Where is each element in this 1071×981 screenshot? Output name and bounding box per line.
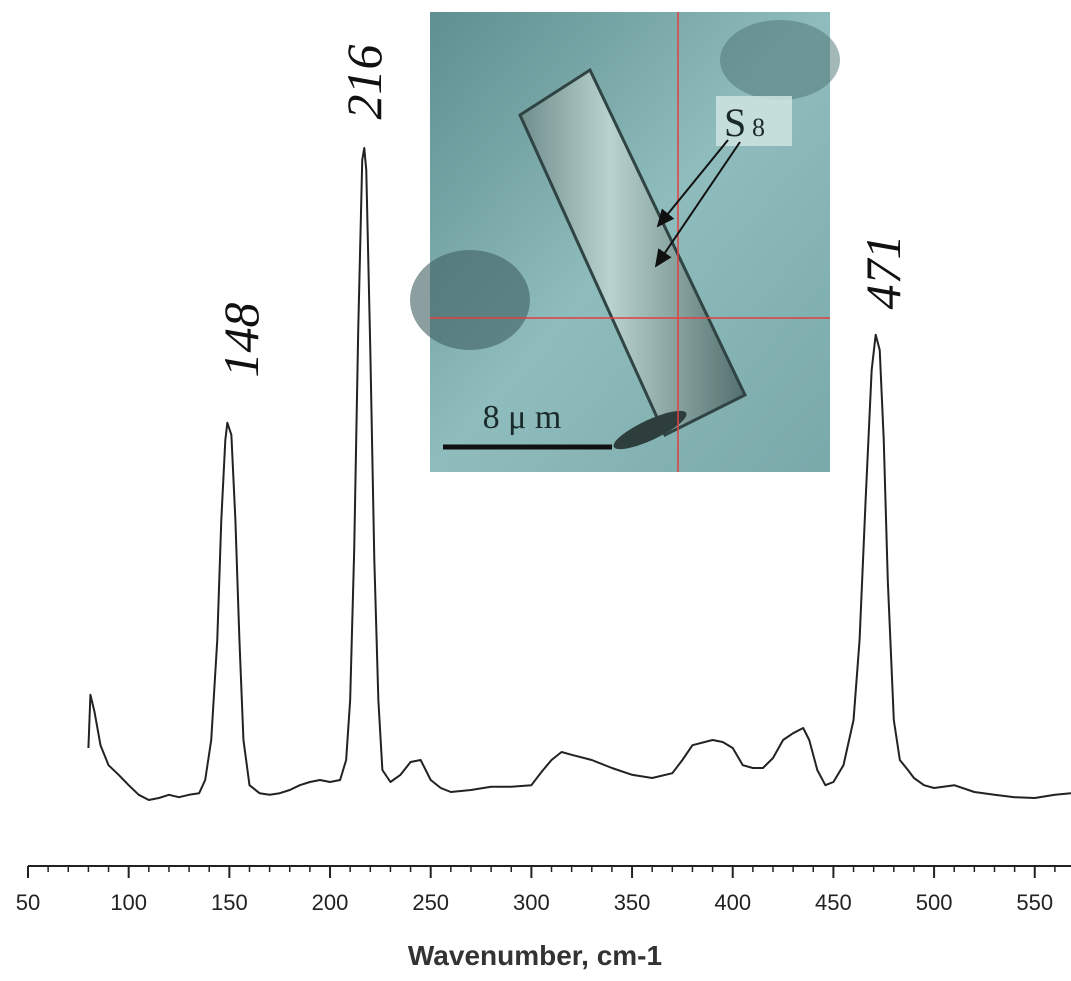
x-tick-label: 300: [513, 890, 550, 915]
peak-annotation: 216: [336, 45, 392, 120]
x-tick-label: 500: [916, 890, 953, 915]
x-tick-label: 100: [110, 890, 147, 915]
x-tick-label: 50: [16, 890, 40, 915]
peak-annotation: 471: [855, 235, 911, 310]
scale-label: 8 μ m: [483, 399, 562, 436]
peak-annotation: 148: [213, 303, 269, 378]
x-tick-label: 350: [614, 890, 651, 915]
x-tick-label: 200: [312, 890, 349, 915]
inset-label: S: [724, 100, 746, 145]
x-tick-label: 250: [412, 890, 449, 915]
x-axis-title: Wavenumber, cm-1: [408, 940, 662, 971]
x-tick-label: 400: [714, 890, 751, 915]
x-tick-label: 550: [1016, 890, 1053, 915]
inset-image: S 8 8 μ m: [410, 12, 840, 472]
x-tick-label: 150: [211, 890, 248, 915]
inset-label-sub: 8: [752, 113, 765, 142]
x-tick-label: 450: [815, 890, 852, 915]
spectrum-line: [87, 147, 1071, 801]
